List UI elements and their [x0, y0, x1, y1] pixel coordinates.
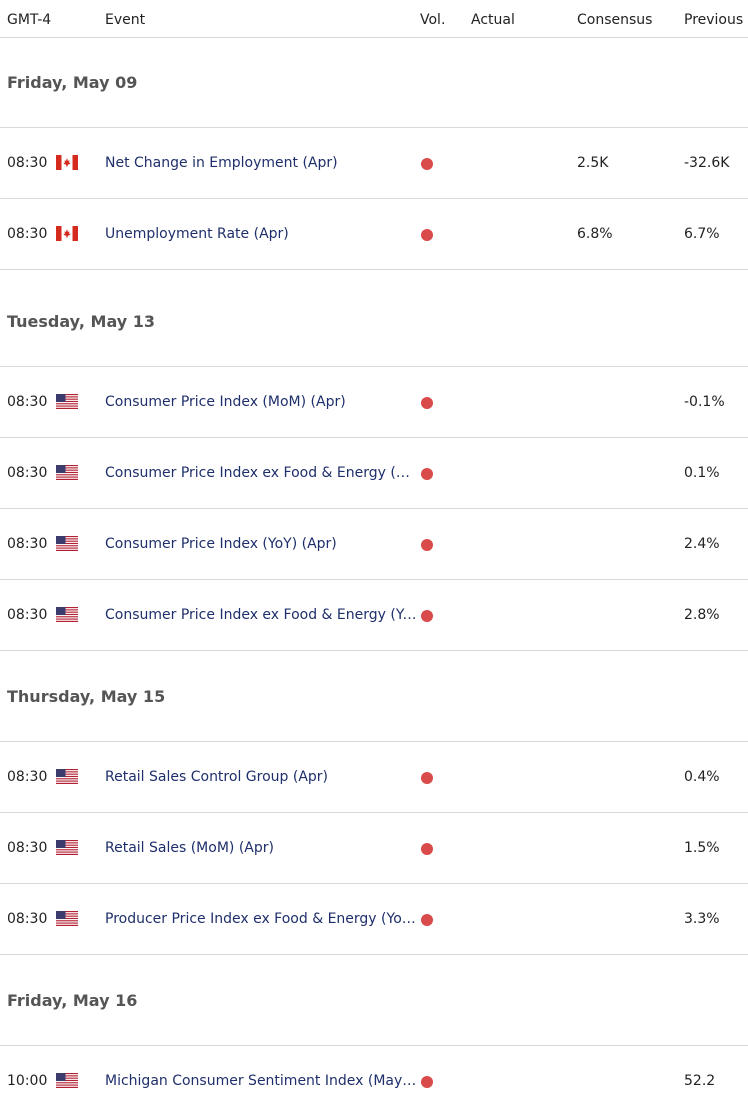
actual-header: Actual	[471, 12, 515, 28]
previous-value: 6.7%	[684, 226, 720, 242]
volatility-high-indicator	[421, 843, 433, 855]
event-row[interactable]: 08:30 Producer Price Index ex Food & Ener…	[0, 883, 748, 955]
volatility-high-indicator	[421, 1076, 433, 1088]
group-divider	[0, 954, 748, 955]
event-time: 08:30	[7, 769, 48, 785]
canada-flag-icon	[56, 155, 78, 170]
timezone-header[interactable]: GMT-4	[7, 12, 52, 28]
event-time: 08:30	[7, 226, 48, 242]
us-flag-icon	[56, 769, 78, 784]
previous-header: Previous	[684, 12, 744, 28]
event-time: 08:30	[7, 607, 48, 623]
event-row[interactable]: 08:30 Consumer Price Index (MoM) (Apr) -0.…	[0, 366, 748, 438]
volatility-high-indicator	[421, 914, 433, 926]
event-name-link[interactable]: Consumer Price Index ex Food & Energy (Y…	[105, 607, 420, 623]
event-row[interactable]: 08:30 Consumer Price Index ex Food & Ener…	[0, 437, 748, 509]
volatility-high-indicator	[421, 229, 433, 241]
volatility-header: Vol.	[420, 12, 446, 28]
previous-value: 2.4%	[684, 536, 720, 552]
volatility-high-indicator	[421, 539, 433, 551]
date-heading: Thursday, May 15	[7, 687, 166, 706]
event-row[interactable]: 08:30 Retail Sales Control Group (Apr) 0.4…	[0, 741, 748, 813]
event-time: 08:30	[7, 155, 48, 171]
consensus-value: 6.8%	[577, 226, 613, 242]
event-row[interactable]: 08:30 Retail Sales (MoM) (Apr) 1.5%	[0, 812, 748, 884]
event-row[interactable]: 08:30 Unemployment Rate (Apr) 6.8% 6.7%	[0, 198, 748, 270]
event-name-link[interactable]: Unemployment Rate (Apr)	[105, 226, 289, 242]
event-name-link[interactable]: Consumer Price Index ex Food & Energy (M…	[105, 465, 420, 481]
previous-value: 52.2	[684, 1073, 716, 1089]
event-time: 08:30	[7, 394, 48, 410]
previous-value: 0.4%	[684, 769, 720, 785]
event-row[interactable]: 08:30 Consumer Price Index ex Food & Ener…	[0, 579, 748, 651]
table-header: GMT-4 Event Vol. Actual Consensus Previo…	[0, 0, 748, 38]
previous-value: 0.1%	[684, 465, 720, 481]
previous-value: 1.5%	[684, 840, 720, 856]
us-flag-icon	[56, 394, 78, 409]
event-header: Event	[105, 12, 146, 28]
consensus-value: 2.5K	[577, 155, 609, 171]
event-name-link[interactable]: Consumer Price Index (MoM) (Apr)	[105, 394, 346, 410]
us-flag-icon	[56, 465, 78, 480]
canada-flag-icon	[56, 226, 78, 241]
event-time: 08:30	[7, 536, 48, 552]
date-heading: Tuesday, May 13	[7, 312, 156, 331]
event-time: 10:00	[7, 1073, 48, 1089]
event-time: 08:30	[7, 911, 48, 927]
previous-value: -32.6K	[684, 155, 730, 171]
group-divider	[0, 650, 748, 651]
volatility-high-indicator	[421, 468, 433, 480]
date-heading: Friday, May 16	[7, 991, 138, 1010]
us-flag-icon	[56, 1073, 78, 1088]
event-name-link[interactable]: Net Change in Employment (Apr)	[105, 155, 338, 171]
event-name-link[interactable]: Producer Price Index ex Food & Energy (Y…	[105, 911, 420, 927]
group-divider	[0, 269, 748, 270]
consensus-header: Consensus	[577, 12, 653, 28]
event-name-link[interactable]: Consumer Price Index (YoY) (Apr)	[105, 536, 337, 552]
event-name-link[interactable]: Michigan Consumer Sentiment Index (May)…	[105, 1073, 420, 1089]
event-name-link[interactable]: Retail Sales Control Group (Apr)	[105, 769, 328, 785]
volatility-high-indicator	[421, 610, 433, 622]
us-flag-icon	[56, 607, 78, 622]
previous-value: -0.1%	[684, 394, 725, 410]
event-row[interactable]: 08:30 Consumer Price Index (YoY) (Apr) 2.4…	[0, 508, 748, 580]
event-time: 08:30	[7, 840, 48, 856]
previous-value: 3.3%	[684, 911, 720, 927]
date-heading: Friday, May 09	[7, 73, 138, 92]
volatility-high-indicator	[421, 397, 433, 409]
event-name-link[interactable]: Retail Sales (MoM) (Apr)	[105, 840, 274, 856]
event-row[interactable]: 08:30 Net Change in Employment (Apr) 2.5K -…	[0, 127, 748, 199]
event-row[interactable]: 10:00 Michigan Consumer Sentiment Index (…	[0, 1045, 748, 1117]
us-flag-icon	[56, 840, 78, 855]
volatility-high-indicator	[421, 772, 433, 784]
us-flag-icon	[56, 911, 78, 926]
volatility-high-indicator	[421, 158, 433, 170]
us-flag-icon	[56, 536, 78, 551]
previous-value: 2.8%	[684, 607, 720, 623]
event-time: 08:30	[7, 465, 48, 481]
